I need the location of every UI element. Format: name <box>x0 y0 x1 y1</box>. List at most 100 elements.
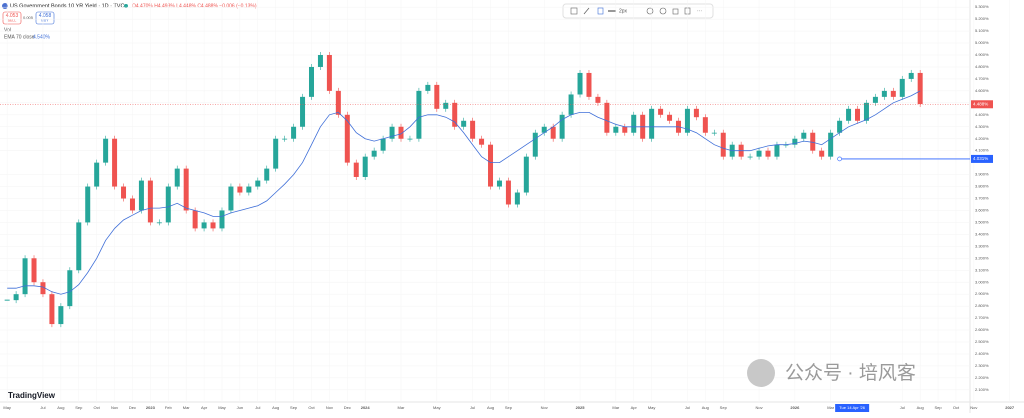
candle <box>174 168 180 187</box>
candle <box>684 108 690 133</box>
buy-label: BUY <box>41 18 49 22</box>
x-tick-label: Sep <box>290 405 298 410</box>
toolbar: 2px ··· <box>562 3 714 19</box>
x-tick-label: Oct <box>953 405 960 410</box>
candle <box>398 126 404 139</box>
candle <box>380 138 386 151</box>
x-tick-label: Aug <box>272 405 279 410</box>
y-tick-label: 5.200% <box>975 16 989 21</box>
x-tick-label: Dec <box>344 405 351 410</box>
symbol-icon <box>2 3 8 9</box>
candle <box>711 132 717 134</box>
candle <box>147 180 153 223</box>
sell-button[interactable] <box>2 11 22 25</box>
candle <box>872 96 878 103</box>
watermark-icon <box>747 359 775 387</box>
x-tick-label: Sep <box>720 405 728 410</box>
candle <box>496 180 502 187</box>
candle <box>837 120 843 133</box>
y-tick-label: 2.800% <box>975 303 989 308</box>
candle <box>246 186 252 193</box>
candle <box>702 117 708 133</box>
candle <box>210 222 216 229</box>
candle <box>828 132 834 157</box>
x-tick-label: Oct <box>308 405 315 410</box>
candle <box>443 102 449 109</box>
x-tick-label: Aug <box>57 405 64 410</box>
tool-icon[interactable] <box>659 7 667 15</box>
y-tick-label: 4.700% <box>975 76 989 81</box>
tool-more[interactable]: ··· <box>697 8 702 14</box>
x-tick-label: Jul <box>470 405 475 410</box>
candle <box>461 120 467 127</box>
candle <box>855 108 861 121</box>
x-tick-label: 2027 <box>1005 405 1015 410</box>
y-tick-label: 4.800% <box>975 64 989 69</box>
candle <box>228 186 234 211</box>
candle <box>595 96 601 103</box>
watermark: 公众号 · 培风客 <box>785 362 916 384</box>
candle <box>282 138 288 140</box>
x-tick-label: Jul <box>685 405 690 410</box>
candle <box>264 168 270 181</box>
spread: 0.005 <box>23 15 34 20</box>
x-tick-label: May <box>218 405 226 410</box>
crosshair-tag <box>835 404 870 412</box>
x-tick-label: May <box>433 405 441 410</box>
candle <box>49 294 55 325</box>
x-tick-label: Aug <box>917 405 924 410</box>
ray-tag <box>971 154 993 163</box>
tool-icon[interactable] <box>570 7 578 15</box>
last-price-label: 4.488% <box>973 101 988 106</box>
x-tick-label: Apr <box>631 405 638 410</box>
y-tick-label: 5.300% <box>975 4 989 9</box>
tool-icon[interactable] <box>672 8 679 15</box>
candle <box>505 180 511 205</box>
y-tick-label: 3.500% <box>975 219 989 224</box>
crosshair-label: Tue 14 Apr '26 <box>839 405 866 410</box>
x-tick-label: Sep <box>75 405 83 410</box>
x-tick-label: Jun <box>237 405 243 410</box>
logo: TradingView <box>8 391 56 400</box>
x-tick-label: Nov <box>755 405 762 410</box>
candle <box>58 306 64 325</box>
candle <box>183 168 189 211</box>
candle <box>31 258 37 283</box>
tool-icon[interactable] <box>646 7 654 15</box>
candle <box>514 192 520 205</box>
line-width[interactable]: 2px <box>619 8 628 14</box>
ema-line <box>7 90 921 295</box>
candle <box>326 55 332 91</box>
y-tick-label: 4.900% <box>975 52 989 57</box>
candle <box>138 180 144 211</box>
candle <box>67 270 73 307</box>
x-tick-label: Mar <box>398 405 406 410</box>
candle <box>308 66 314 97</box>
candle <box>300 96 306 127</box>
candle <box>470 120 476 139</box>
y-tick-label: 3.800% <box>975 184 989 189</box>
tool-icon[interactable] <box>597 7 604 15</box>
y-tick-label: 3.400% <box>975 231 989 236</box>
candle <box>890 90 896 97</box>
y-tick-label: 5.000% <box>975 40 989 45</box>
y-tick-label: 3.300% <box>975 243 989 248</box>
tool-icon[interactable] <box>583 7 590 15</box>
y-tick-label: 4.400% <box>975 112 989 117</box>
x-tick-label: Dec <box>129 405 136 410</box>
candle <box>756 150 762 157</box>
buy-button[interactable] <box>35 11 55 25</box>
y-tick-label: 4.300% <box>975 124 989 129</box>
candle <box>658 108 664 115</box>
candle <box>389 126 395 139</box>
candle <box>76 222 82 271</box>
candle <box>604 102 610 133</box>
x-tick-label: Feb <box>165 405 173 410</box>
candle <box>201 222 207 229</box>
x-tick-label: Sep <box>505 405 513 410</box>
indicator-label: EMA 70 close <box>4 34 35 40</box>
y-tick-label: 2.900% <box>975 291 989 296</box>
candle <box>452 102 458 127</box>
candle <box>819 150 825 157</box>
candle <box>577 72 583 95</box>
